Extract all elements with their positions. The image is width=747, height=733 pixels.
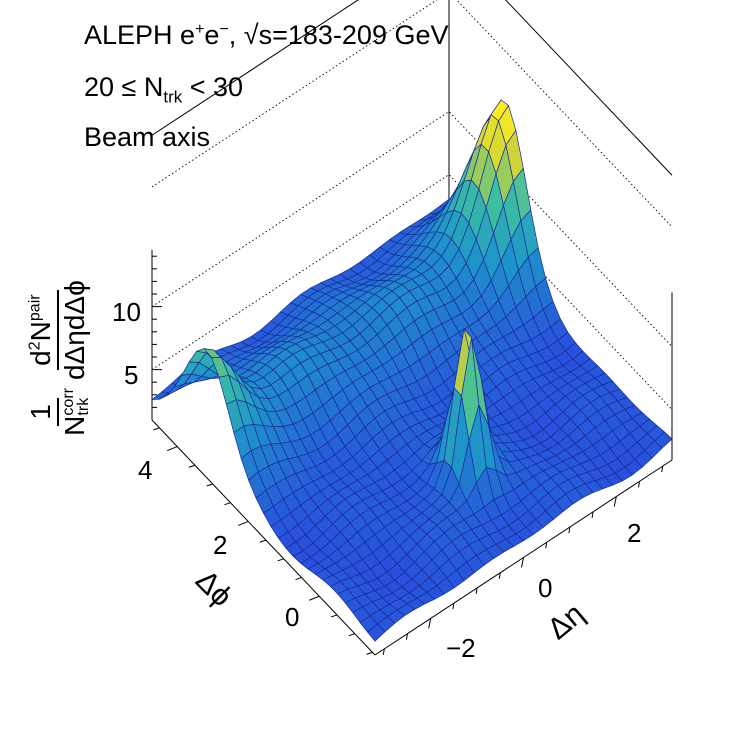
x-axis-line bbox=[374, 459, 673, 656]
x-tick-mark bbox=[638, 481, 641, 488]
x-tick-mark bbox=[545, 542, 548, 549]
x-tick-mark bbox=[521, 557, 524, 568]
y-tick-mark bbox=[238, 520, 249, 526]
x-tick-mark bbox=[613, 496, 617, 507]
z-tick-10: 10 bbox=[112, 297, 141, 327]
x-tick-mark bbox=[568, 526, 571, 534]
y-tick-mark bbox=[259, 539, 267, 543]
x-tick-mark bbox=[428, 618, 432, 629]
axes-frame bbox=[151, 0, 673, 460]
top-right-edge bbox=[505, 0, 673, 176]
y-tick-4: 4 bbox=[138, 455, 153, 485]
top-left-edge bbox=[151, 0, 359, 136]
y-tick-mark bbox=[366, 651, 373, 655]
x-tick-mark bbox=[475, 587, 478, 595]
y-tick-mark bbox=[309, 595, 320, 601]
x-tick-mark bbox=[405, 633, 408, 640]
y-tick-mark bbox=[295, 577, 302, 581]
axes-ticks bbox=[151, 255, 673, 656]
y-tick-mark bbox=[153, 427, 160, 431]
title-line-3: Beam axis bbox=[84, 122, 211, 152]
z-tick-5: 5 bbox=[124, 360, 139, 390]
z-grid-2 bbox=[151, 0, 673, 228]
x-tick-mark bbox=[452, 603, 455, 610]
y-tick-mark bbox=[348, 633, 355, 637]
x-tick-mark bbox=[591, 511, 594, 518]
x-tick-0: 0 bbox=[538, 573, 553, 603]
y-tick-mark bbox=[167, 446, 178, 452]
y-tick-mark bbox=[330, 614, 338, 618]
title-line-1: ALEPH e+e−, √s=183-209 GeV bbox=[84, 20, 449, 50]
y-tick-0: 0 bbox=[285, 602, 300, 632]
y-tick-mark bbox=[188, 464, 196, 468]
title-line-2: 20 ≤ Ntrk < 30 bbox=[84, 72, 244, 107]
y-tick-2: 2 bbox=[213, 530, 228, 560]
x-tick-mark bbox=[661, 466, 664, 473]
surface-cell bbox=[654, 431, 673, 449]
y-tick-mark bbox=[277, 558, 284, 562]
y-axis-line bbox=[151, 419, 376, 656]
x-tick-minus2: −2 bbox=[446, 633, 476, 663]
y-tick-mark bbox=[224, 502, 231, 506]
y-tick-mark bbox=[206, 483, 213, 487]
surface-mesh bbox=[151, 99, 673, 642]
x-tick-mark bbox=[382, 648, 385, 655]
x-tick-2: 2 bbox=[627, 518, 642, 548]
x-tick-mark bbox=[498, 572, 501, 579]
